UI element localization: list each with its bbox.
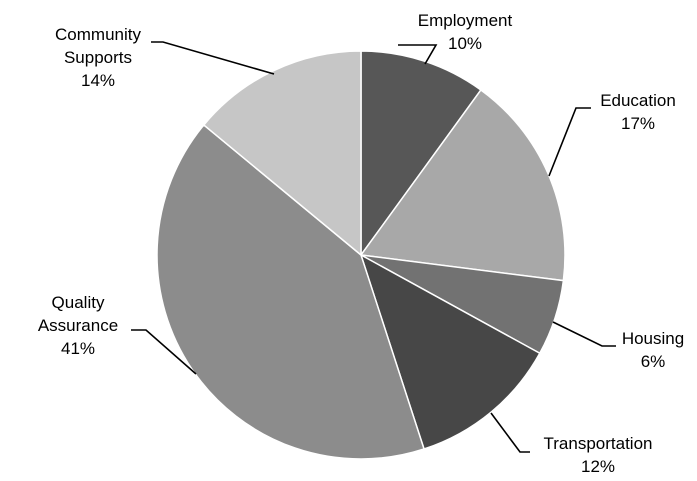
slice-name-transportation: Transportation bbox=[544, 434, 653, 453]
leader-line-quality-assurance bbox=[131, 329, 197, 375]
slice-percent-employment: 10% bbox=[448, 34, 482, 53]
slice-label-education: Education 17% bbox=[600, 91, 676, 133]
slice-label-transportation: Transportation 12% bbox=[544, 434, 653, 476]
slice-name-quality-assurance: Quality bbox=[52, 293, 105, 312]
pie-slice-quality-assurance bbox=[156, 123, 425, 460]
slice-name-housing: Housing bbox=[622, 329, 684, 348]
slice-percent-community-supports: 14% bbox=[81, 71, 115, 90]
slice-name-education: Education bbox=[600, 91, 676, 110]
slice-name-community-supports: Supports bbox=[64, 48, 132, 67]
pie-slice-transportation bbox=[359, 253, 541, 450]
slice-name-employment: Employment bbox=[418, 11, 513, 30]
slice-label-housing: Housing 6% bbox=[622, 329, 684, 371]
leader-lines bbox=[131, 41, 616, 453]
slice-percent-transportation: 12% bbox=[581, 457, 615, 476]
slice-percent-housing: 6% bbox=[641, 352, 666, 371]
slice-percent-education: 17% bbox=[621, 114, 655, 133]
leader-line-housing bbox=[552, 321, 616, 347]
slice-name-quality-assurance: Assurance bbox=[38, 316, 118, 335]
leader-line-community-supports bbox=[151, 41, 275, 75]
slice-labels: Employment 10% Education 17% Housing 6% Transp… bbox=[38, 11, 684, 476]
pie-slice-employment bbox=[360, 50, 482, 258]
pie-slice-community-supports bbox=[202, 50, 362, 257]
slice-label-community-supports: Community Supports 14% bbox=[55, 25, 141, 90]
leader-line-education bbox=[548, 107, 591, 177]
slice-percent-quality-assurance: 41% bbox=[61, 339, 95, 358]
slice-name-community-supports: Community bbox=[55, 25, 141, 44]
pie-slice-education bbox=[359, 88, 566, 282]
pie-slices bbox=[156, 50, 566, 460]
slice-label-quality-assurance: Quality Assurance 41% bbox=[38, 293, 118, 358]
leader-line-transportation bbox=[490, 412, 530, 453]
slice-label-employment: Employment 10% bbox=[418, 11, 513, 53]
leader-line-employment bbox=[398, 44, 438, 65]
